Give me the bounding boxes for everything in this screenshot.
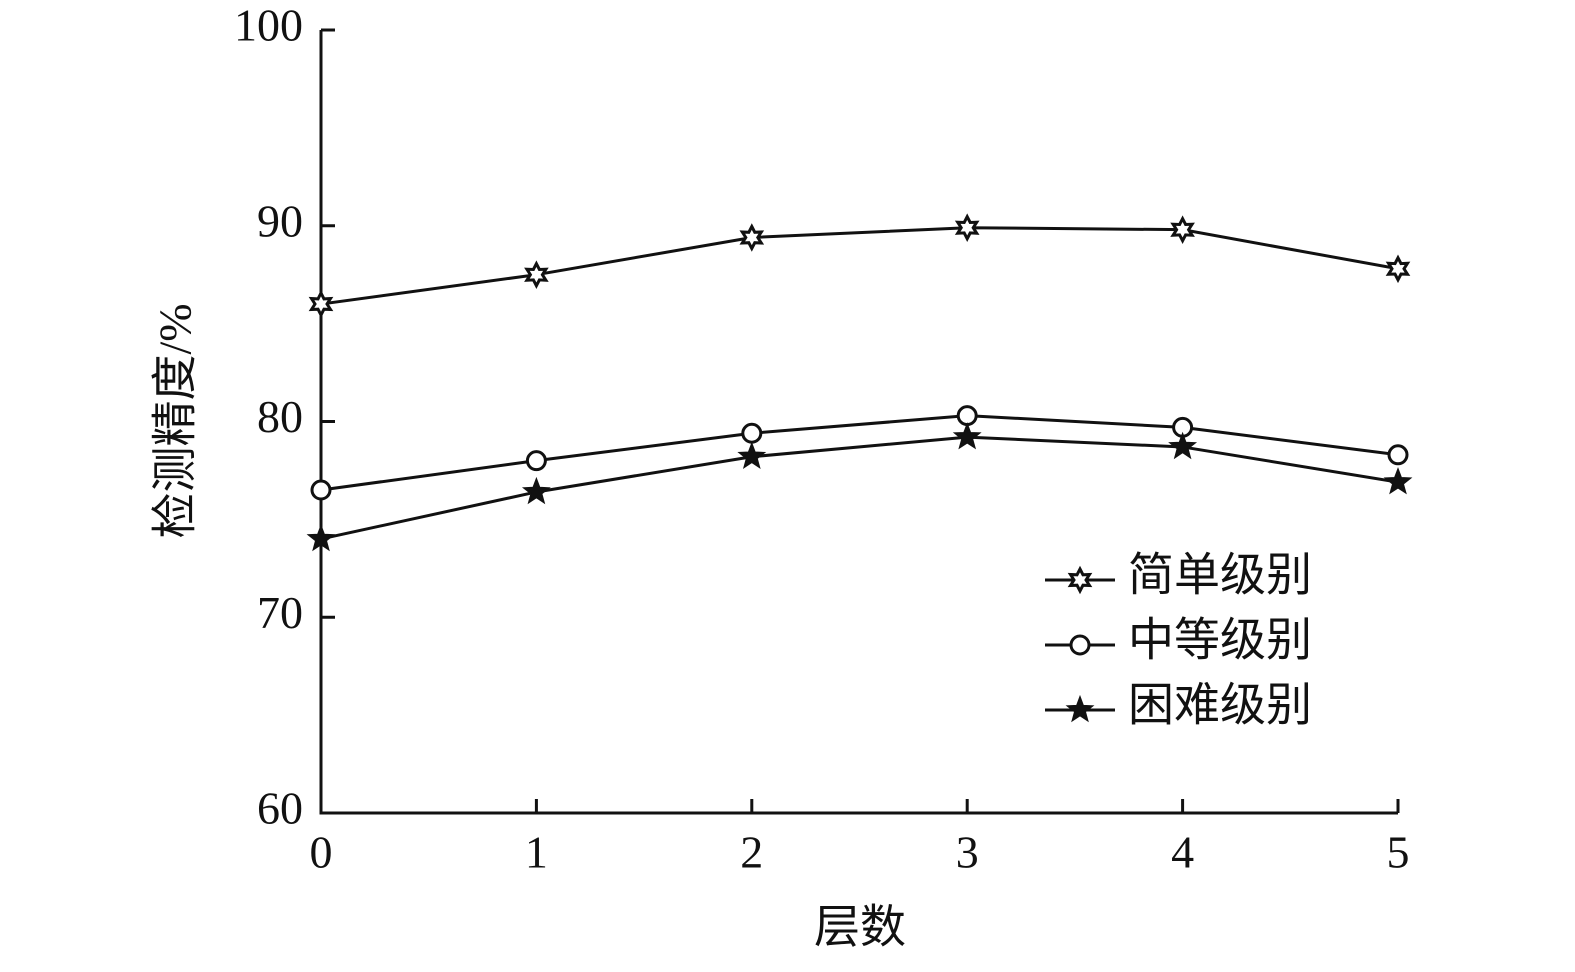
y-tick-label: 70 [257, 587, 303, 638]
marker [741, 422, 763, 444]
legend-marker [1067, 565, 1093, 595]
x-tick-label: 1 [525, 827, 548, 878]
y-axis-label: 检测精度/% [150, 303, 201, 538]
x-tick-label: 4 [1171, 827, 1194, 878]
x-tick-label: 0 [310, 827, 333, 878]
marker [1383, 467, 1413, 495]
marker [956, 405, 978, 427]
marker [525, 450, 547, 472]
x-tick-label: 2 [740, 827, 763, 878]
marker [737, 441, 767, 470]
marker [1170, 215, 1195, 244]
marker [308, 289, 334, 319]
legend-label: 简单级别 [1128, 550, 1312, 601]
marker [306, 523, 336, 552]
series-line [320, 226, 1399, 306]
marker [952, 422, 982, 450]
legend-label: 中等级别 [1128, 615, 1312, 666]
marker [1387, 444, 1409, 466]
x-tick-label: 5 [1387, 827, 1410, 878]
legend-label: 困难级别 [1128, 680, 1312, 731]
marker [310, 479, 332, 501]
series-line [320, 435, 1399, 541]
y-tick-label: 60 [257, 783, 303, 834]
x-tick-label: 3 [956, 827, 979, 878]
y-tick-label: 90 [257, 195, 303, 246]
marker [739, 223, 765, 252]
marker [954, 213, 980, 242]
y-tick-label: 100 [234, 0, 303, 51]
legend-marker [1065, 694, 1095, 723]
x-axis-label: 层数 [814, 902, 906, 953]
marker [1168, 431, 1198, 460]
marker [1385, 254, 1411, 284]
y-tick-label: 80 [257, 391, 303, 442]
marker [521, 476, 551, 505]
series-line [320, 414, 1399, 492]
marker [524, 260, 549, 289]
legend-marker [1069, 634, 1091, 656]
